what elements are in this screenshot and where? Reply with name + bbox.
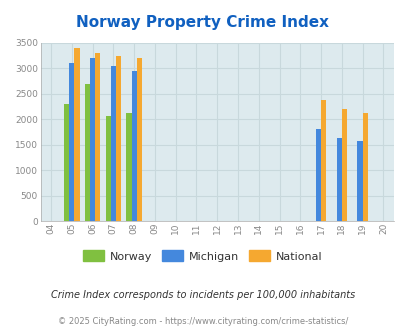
Text: Norway Property Crime Index: Norway Property Crime Index <box>76 15 329 30</box>
Bar <box>362 113 367 221</box>
Bar <box>85 83 90 221</box>
Bar <box>131 71 136 221</box>
Bar <box>320 100 326 221</box>
Bar <box>95 53 100 221</box>
Bar <box>105 116 111 221</box>
Legend: Norway, Michigan, National: Norway, Michigan, National <box>78 246 327 266</box>
Bar <box>126 113 131 221</box>
Text: Crime Index corresponds to incidents per 100,000 inhabitants: Crime Index corresponds to incidents per… <box>51 290 354 300</box>
Bar <box>136 58 141 221</box>
Text: © 2025 CityRating.com - https://www.cityrating.com/crime-statistics/: © 2025 CityRating.com - https://www.city… <box>58 317 347 326</box>
Bar <box>69 63 74 221</box>
Bar <box>341 109 346 221</box>
Bar <box>74 48 79 221</box>
Bar <box>64 104 69 221</box>
Bar <box>315 129 320 221</box>
Bar <box>336 138 341 221</box>
Bar <box>356 141 362 221</box>
Bar <box>90 58 95 221</box>
Bar <box>111 66 116 221</box>
Bar <box>116 56 121 221</box>
